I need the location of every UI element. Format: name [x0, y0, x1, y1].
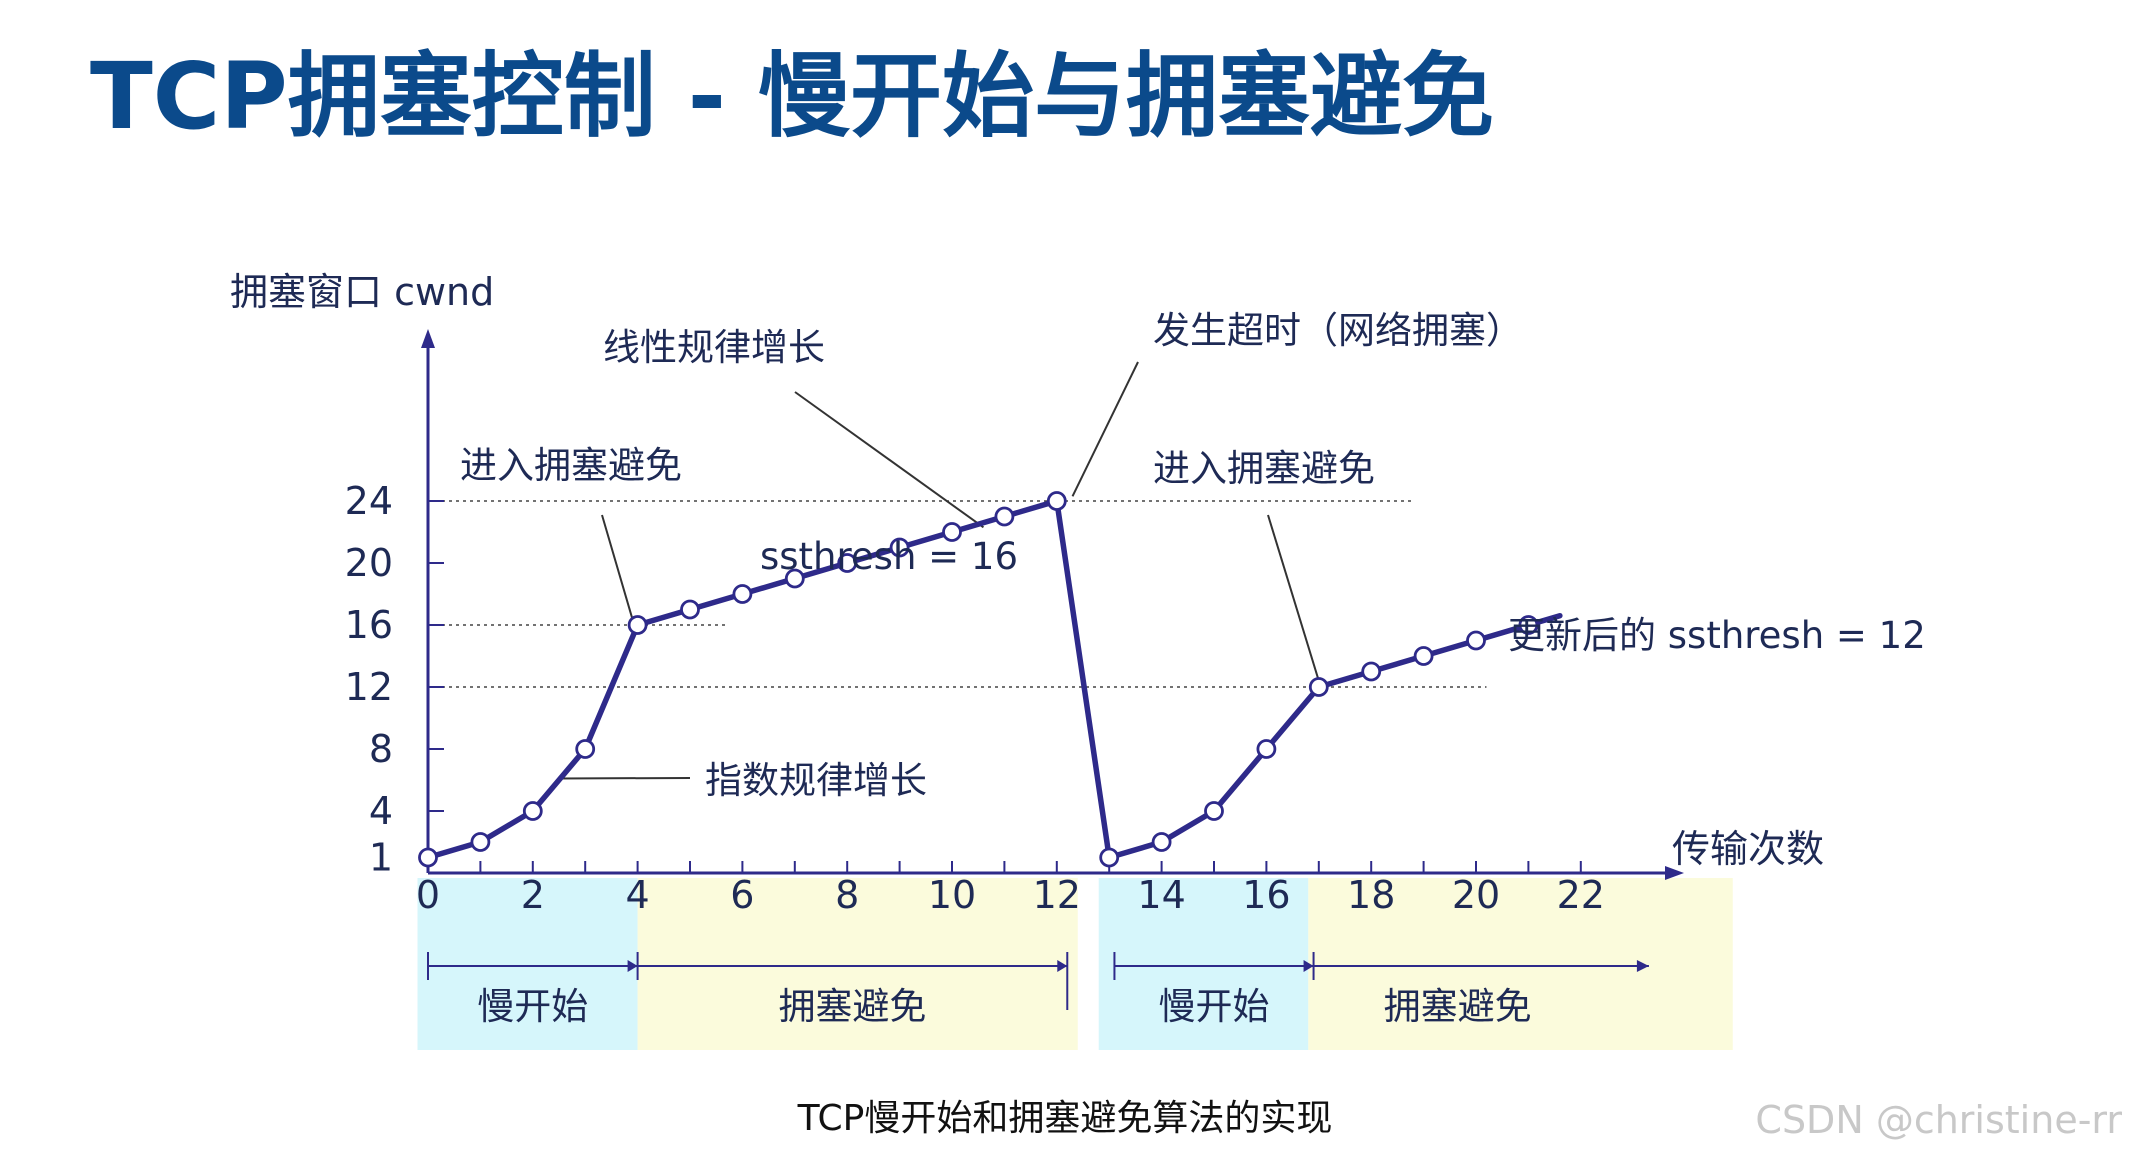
y-axis-arrow-icon	[421, 329, 435, 348]
phase-band-2	[637, 878, 1078, 1050]
x-tick-label-16: 16	[1242, 873, 1290, 917]
data-point-1	[470, 832, 491, 852]
phase-label-2: 拥塞避免	[778, 985, 926, 1028]
x-axis-label: 传输次数	[1672, 827, 1824, 871]
threshold-label-12: 更新后的 ssthresh = 12	[1508, 614, 1926, 657]
data-point-13	[1099, 847, 1120, 868]
annotation-linear-growth: 线性规律增长	[603, 326, 825, 369]
data-point-10	[942, 522, 962, 542]
y-tick-label-1: 1	[369, 836, 393, 880]
data-point-8	[837, 553, 858, 573]
phase-bracket-arrow-icon-2	[1057, 960, 1068, 972]
x-tick-label-6: 6	[730, 873, 754, 917]
pointer-line-1	[794, 391, 985, 529]
annotation-pointers	[558, 361, 1320, 780]
pointer-line-4	[1267, 514, 1320, 682]
data-point-17	[1308, 677, 1329, 697]
annotation-enter-avoidance-2: 进入拥塞避免	[1153, 447, 1375, 490]
watermark: CSDN @christine-rr	[1755, 1098, 2122, 1142]
phase-bracket-arrow-icon-1	[627, 960, 638, 972]
phase-bracket-arrow-icon-4	[1636, 960, 1649, 972]
data-point-15	[1204, 801, 1224, 821]
axes	[421, 329, 1684, 880]
data-point-5	[680, 599, 700, 620]
data-point-0	[418, 847, 438, 868]
data-point-14	[1151, 832, 1172, 852]
phase-bracket-arrow-icon-3	[1303, 960, 1314, 972]
y-tick-label-20: 20	[345, 541, 393, 585]
data-point-9	[889, 537, 910, 558]
data-point-2	[522, 801, 543, 821]
annotation-timeout: 发生超时（网络拥塞）	[1153, 309, 1523, 352]
phase-label-3: 慢开始	[1159, 985, 1270, 1028]
data-point-4	[627, 615, 648, 635]
y-ticks: 14 8 12 16 20 24	[345, 479, 444, 880]
x-tick-label-8: 8	[835, 873, 859, 917]
annotations: 线性规律增长 发生超时（网络拥塞） 进入拥塞避免 进入拥塞避免 指数规律增长 s…	[460, 309, 1926, 802]
y-tick-label-4: 4	[369, 789, 393, 833]
phase-label-4: 拥塞避免	[1384, 985, 1532, 1028]
x-ticks: 0 2 4 6 8 10 12 14 16 18 20 22	[416, 861, 1605, 917]
y-tick-label-12: 12	[345, 665, 393, 709]
x-tick-label-4: 4	[626, 873, 650, 917]
x-tick-label-18: 18	[1347, 873, 1395, 917]
annotation-exponential-growth: 指数规律增长	[705, 759, 927, 802]
annotation-enter-avoidance-1: 进入拥塞避免	[460, 444, 682, 487]
data-point-18	[1361, 661, 1382, 682]
data-point-20	[1466, 630, 1486, 651]
data-point-16	[1256, 739, 1277, 759]
x-tick-label-10: 10	[928, 873, 976, 917]
x-tick-label-14: 14	[1137, 873, 1185, 917]
data-point-19	[1413, 646, 1434, 666]
pointer-line-2	[1071, 361, 1139, 497]
data-point-6	[732, 584, 753, 604]
y-tick-label-8: 8	[369, 727, 393, 771]
x-tick-label-12: 12	[1033, 873, 1081, 917]
data-point-12	[1046, 491, 1067, 511]
phase-band-3	[1098, 878, 1309, 1050]
x-tick-label-20: 20	[1452, 873, 1500, 917]
data-point-3	[575, 739, 596, 759]
phase-band-4	[1308, 878, 1733, 1050]
y-tick-label-16: 16	[345, 603, 393, 647]
phase-backgrounds	[417, 878, 1733, 1050]
figure-caption: TCP慢开始和拥塞避免算法的实现	[797, 1098, 1333, 1139]
y-axis-label: 拥塞窗口 cwnd	[230, 270, 494, 314]
x-tick-label-22: 22	[1557, 873, 1605, 917]
data-point-21	[1518, 615, 1539, 635]
phase-brackets: 慢开始 拥塞避免 慢开始 拥塞避免	[427, 952, 1649, 1028]
x-tick-label-0: 0	[416, 873, 440, 917]
page-title: TCP拥塞控制 - 慢开始与拥塞避免	[90, 43, 1494, 150]
x-tick-label-2: 2	[521, 873, 545, 917]
pointer-line-3	[601, 514, 634, 620]
cwnd-series	[418, 491, 1563, 868]
data-point-7	[784, 568, 805, 589]
x-axis-arrow-icon	[1665, 866, 1684, 880]
phase-label-1: 慢开始	[477, 985, 588, 1028]
data-point-11	[994, 506, 1015, 527]
phase-band-1	[417, 878, 638, 1050]
threshold-label-16: ssthresh = 16	[760, 535, 1018, 578]
y-tick-label-24: 24	[345, 479, 393, 523]
